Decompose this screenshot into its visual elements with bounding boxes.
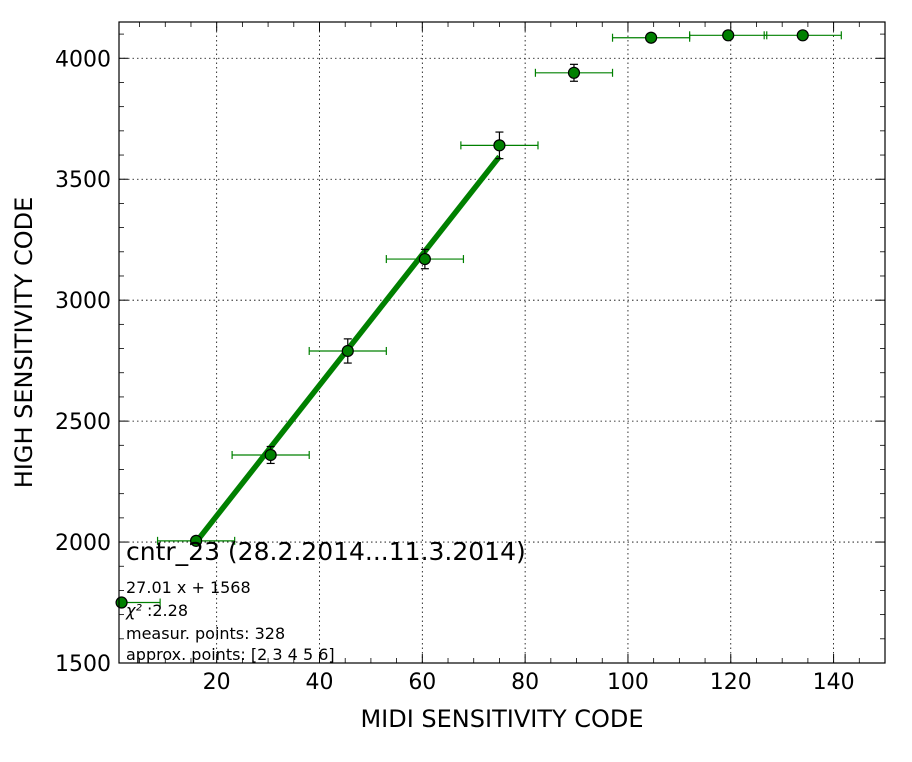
y-tick-label: 3000 [55, 289, 111, 314]
annotation-measur-points: measur. points: 328 [126, 624, 285, 643]
annotation-title: cntr_23 (28.2.2014...11.3.2014) [126, 537, 526, 566]
x-tick-label: 60 [408, 670, 436, 695]
annotation-approx-points: approx. points: [2 3 4 5 6] [126, 645, 335, 664]
error-bars [119, 31, 842, 607]
data-point [796, 29, 809, 42]
y-tick-labels: 1500 2000 2500 3000 3500 4000 [55, 47, 111, 677]
x-tick-labels: 20 40 60 80 100 120 140 [203, 670, 855, 695]
data-point [722, 29, 735, 42]
x-tick-label: 140 [813, 670, 855, 695]
y-tick-label: 2500 [55, 410, 111, 435]
data-point [567, 66, 581, 79]
x-tick-label: 100 [607, 670, 649, 695]
minor-ticks [119, 22, 885, 664]
data-point [493, 139, 506, 152]
data-point [190, 534, 203, 547]
grid [119, 22, 885, 663]
data-point [264, 448, 277, 462]
annotation-chi2: χ² :2.28 [125, 601, 188, 620]
data-point [644, 31, 658, 44]
x-tick-label: 40 [305, 670, 333, 695]
chi2-value: :2.28 [142, 601, 188, 620]
y-tick-label: 3500 [55, 168, 111, 193]
data-point [341, 344, 354, 358]
annotation-equation: 27.01 x + 1568 [126, 578, 251, 597]
x-tick-label: 80 [511, 670, 539, 695]
markers [115, 29, 809, 609]
x-tick-label: 20 [203, 670, 231, 695]
plot-frame [118, 21, 886, 664]
x-tick-label: 120 [710, 670, 752, 695]
y-tick-label: 4000 [55, 47, 111, 72]
y-axis-label: HIGH SENSITIVITY CODE [10, 197, 38, 489]
x-axis-label: MIDI SENSITIVITY CODE [360, 705, 643, 733]
chi2-symbol: χ² [125, 601, 142, 620]
data-point [418, 252, 431, 266]
y-tick-label: 2000 [55, 531, 111, 556]
y-tick-label: 1500 [55, 652, 111, 677]
annotations: cntr_23 (28.2.2014...11.3.2014) 27.01 x … [125, 537, 526, 664]
